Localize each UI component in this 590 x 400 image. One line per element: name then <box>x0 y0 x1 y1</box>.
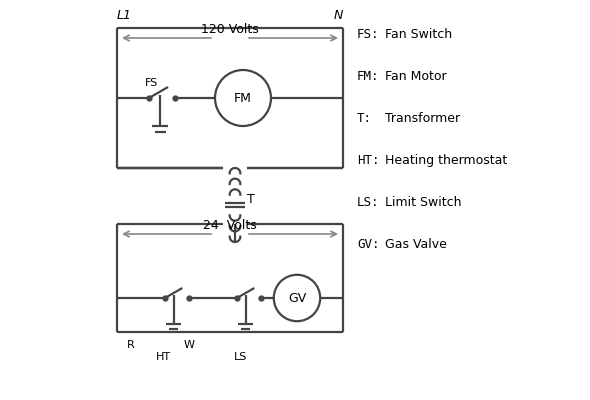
Text: R: R <box>127 340 135 350</box>
Text: LS: LS <box>234 352 248 362</box>
Text: Transformer: Transformer <box>385 112 460 125</box>
Text: 120 Volts: 120 Volts <box>201 23 259 36</box>
Text: GV: GV <box>288 292 306 304</box>
Text: Heating thermostat: Heating thermostat <box>385 154 507 167</box>
Text: L1: L1 <box>117 9 132 22</box>
Text: Fan Motor: Fan Motor <box>385 70 447 83</box>
Text: HT: HT <box>155 352 171 362</box>
Text: N: N <box>333 9 343 22</box>
Text: Gas Valve: Gas Valve <box>385 238 447 251</box>
Text: GV:: GV: <box>357 238 379 251</box>
Text: FS: FS <box>145 78 158 88</box>
Text: Fan Switch: Fan Switch <box>385 28 452 41</box>
Text: HT:: HT: <box>357 154 379 167</box>
Text: 24  Volts: 24 Volts <box>203 219 257 232</box>
Text: FS:: FS: <box>357 28 379 41</box>
Text: FM: FM <box>234 92 252 104</box>
Text: W: W <box>183 340 195 350</box>
Text: T: T <box>247 193 255 206</box>
Text: Limit Switch: Limit Switch <box>385 196 461 209</box>
Text: T:: T: <box>357 112 372 125</box>
Text: FM:: FM: <box>357 70 379 83</box>
Text: LS:: LS: <box>357 196 379 209</box>
